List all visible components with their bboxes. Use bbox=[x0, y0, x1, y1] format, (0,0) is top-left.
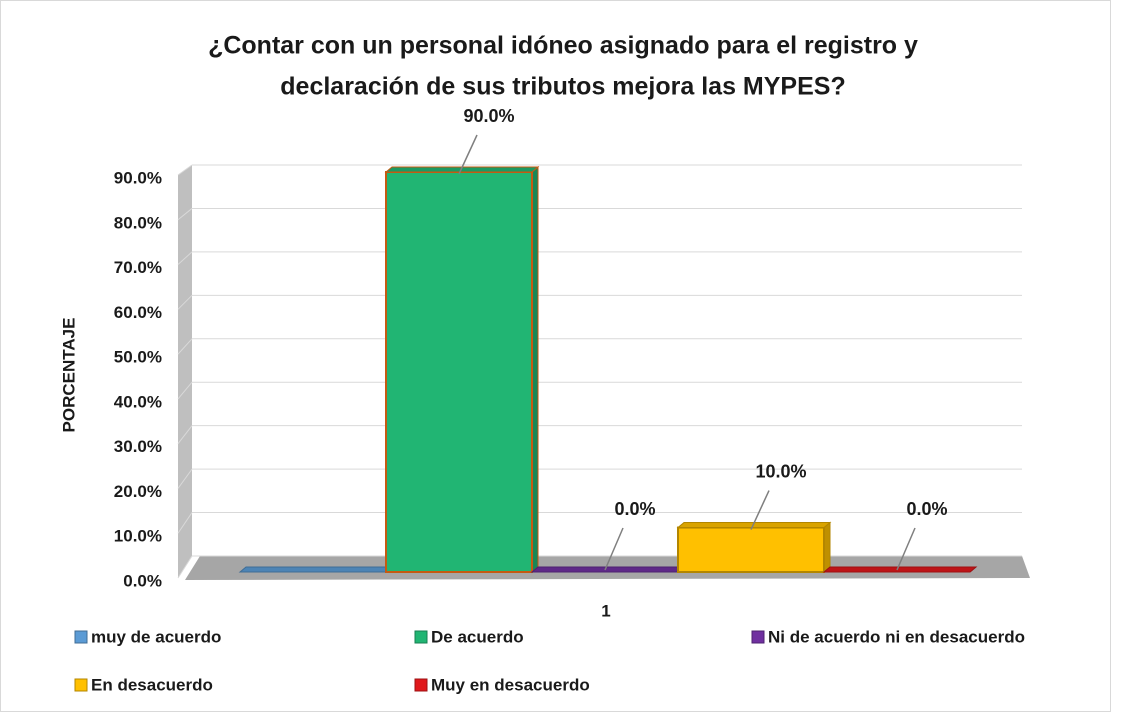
data-label: 0.0% bbox=[614, 499, 655, 519]
chart-title: ¿Contar con un personal idóneo asignado … bbox=[208, 32, 918, 60]
grid-line bbox=[177, 555, 193, 579]
legend-label: Ni de acuerdo ni en desacuerdo bbox=[768, 627, 1025, 646]
bar-top bbox=[238, 566, 394, 573]
y-tick-label: 60.0% bbox=[114, 303, 162, 322]
y-tick-label: 30.0% bbox=[114, 437, 162, 456]
y-tick-label: 0.0% bbox=[123, 571, 162, 590]
legend-swatch bbox=[751, 630, 765, 644]
grid-line bbox=[177, 164, 193, 176]
grid-line bbox=[177, 425, 193, 444]
data-label: 0.0% bbox=[906, 499, 947, 519]
grid-line bbox=[177, 251, 193, 265]
y-tick-label: 50.0% bbox=[114, 348, 162, 367]
y-tick-label: 40.0% bbox=[114, 392, 162, 411]
data-label: 90.0% bbox=[463, 106, 514, 126]
y-axis-label: PORCENTAJE bbox=[59, 318, 78, 433]
leader-line bbox=[896, 527, 916, 571]
legend-label: En desacuerdo bbox=[91, 675, 213, 694]
y-tick-label: 70.0% bbox=[114, 258, 162, 277]
leader-line bbox=[604, 527, 624, 571]
bar bbox=[385, 171, 533, 573]
legend-swatch bbox=[74, 630, 88, 644]
legend-label: De acuerdo bbox=[431, 627, 524, 646]
legend-swatch bbox=[414, 678, 428, 692]
data-label: 10.0% bbox=[755, 461, 806, 481]
grid-line bbox=[177, 208, 193, 221]
y-tick-label: 80.0% bbox=[114, 213, 162, 232]
bar-top bbox=[530, 566, 686, 573]
leader-line bbox=[458, 134, 478, 175]
grid-line bbox=[177, 468, 193, 489]
grid-line bbox=[177, 338, 193, 355]
legend-label: Muy en desacuerdo bbox=[431, 675, 590, 694]
legend-swatch bbox=[74, 678, 88, 692]
leader-line bbox=[750, 490, 770, 530]
bar bbox=[677, 526, 825, 573]
y-tick-label: 10.0% bbox=[114, 527, 162, 546]
bar-top bbox=[676, 522, 832, 529]
y-tick-label: 20.0% bbox=[114, 482, 162, 501]
grid-line bbox=[177, 381, 193, 400]
y-tick-label: 90.0% bbox=[114, 168, 162, 187]
x-tick-label: 1 bbox=[601, 601, 610, 620]
bar-top bbox=[822, 566, 978, 573]
chart-title: declaración de sus tributos mejora las M… bbox=[280, 73, 845, 101]
legend-label: muy de acuerdo bbox=[91, 627, 221, 646]
grid-line bbox=[177, 512, 193, 534]
grid-line bbox=[177, 294, 193, 310]
legend-swatch bbox=[414, 630, 428, 644]
bar-top bbox=[384, 166, 540, 173]
